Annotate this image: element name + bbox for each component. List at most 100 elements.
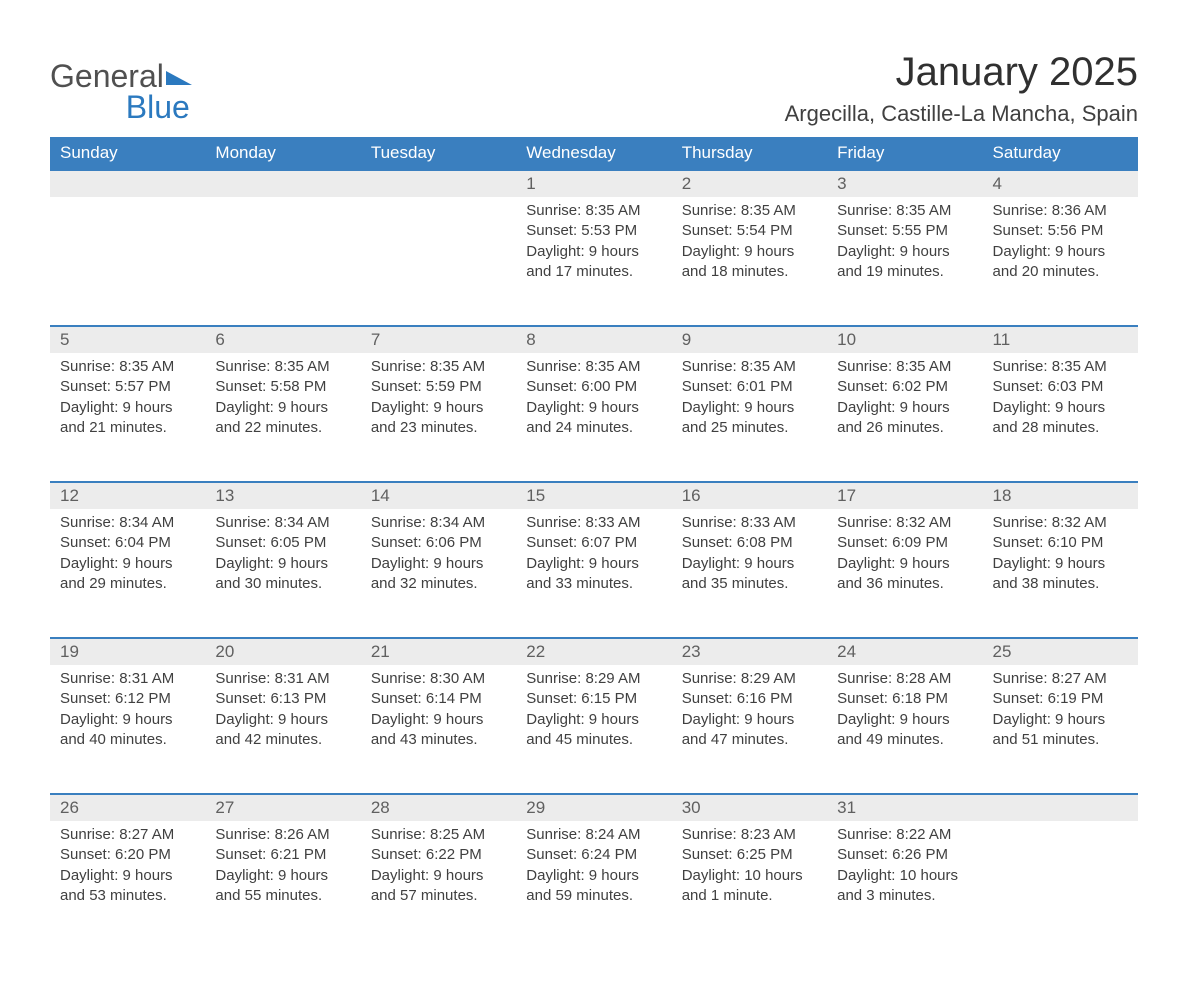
d1-line: Daylight: 9 hours — [526, 866, 661, 886]
d1-line: Daylight: 9 hours — [215, 710, 350, 730]
sunset-line: Sunset: 6:00 PM — [526, 377, 661, 397]
day-number: 22 — [516, 637, 671, 665]
sunrise-line: Sunrise: 8:29 AM — [682, 669, 817, 689]
sunrise-line: Sunrise: 8:23 AM — [682, 825, 817, 845]
sunrise-line: Sunrise: 8:33 AM — [682, 513, 817, 533]
day-cell — [361, 197, 516, 325]
d1-line: Daylight: 9 hours — [215, 554, 350, 574]
day-content: Sunrise: 8:35 AMSunset: 5:54 PMDaylight:… — [672, 197, 827, 294]
day-content: Sunrise: 8:35 AMSunset: 5:57 PMDaylight:… — [50, 353, 205, 450]
sunrise-line: Sunrise: 8:27 AM — [993, 669, 1128, 689]
sunset-line: Sunset: 6:18 PM — [837, 689, 972, 709]
d1-line: Daylight: 9 hours — [371, 866, 506, 886]
d2-line: and 43 minutes. — [371, 730, 506, 750]
d1-line: Daylight: 9 hours — [60, 398, 195, 418]
d1-line: Daylight: 9 hours — [993, 710, 1128, 730]
day-cell: Sunrise: 8:34 AMSunset: 6:04 PMDaylight:… — [50, 509, 205, 637]
sunrise-line: Sunrise: 8:35 AM — [682, 201, 817, 221]
d2-line: and 29 minutes. — [60, 574, 195, 594]
day-number: 6 — [205, 325, 360, 353]
sunset-line: Sunset: 6:19 PM — [993, 689, 1128, 709]
location-subtitle: Argecilla, Castille-La Mancha, Spain — [785, 101, 1138, 127]
d1-line: Daylight: 9 hours — [682, 398, 817, 418]
day-number-cell: 29 — [516, 793, 671, 821]
day-number — [983, 793, 1138, 821]
day-number-cell: 18 — [983, 481, 1138, 509]
day-number-cell: 9 — [672, 325, 827, 353]
day-number: 14 — [361, 481, 516, 509]
sunset-line: Sunset: 6:14 PM — [371, 689, 506, 709]
d2-line: and 3 minutes. — [837, 886, 972, 906]
day-cell — [50, 197, 205, 325]
day-number: 20 — [205, 637, 360, 665]
sunrise-line: Sunrise: 8:34 AM — [215, 513, 350, 533]
day-content: Sunrise: 8:35 AMSunset: 6:02 PMDaylight:… — [827, 353, 982, 450]
sunrise-line: Sunrise: 8:33 AM — [526, 513, 661, 533]
day-cell: Sunrise: 8:27 AMSunset: 6:19 PMDaylight:… — [983, 665, 1138, 793]
day-content: Sunrise: 8:36 AMSunset: 5:56 PMDaylight:… — [983, 197, 1138, 294]
sunrise-line: Sunrise: 8:24 AM — [526, 825, 661, 845]
week-daynum-row: 262728293031 — [50, 793, 1138, 821]
day-content: Sunrise: 8:22 AMSunset: 6:26 PMDaylight:… — [827, 821, 982, 918]
weekday-header: Wednesday — [516, 137, 671, 169]
weekday-header: Saturday — [983, 137, 1138, 169]
sunset-line: Sunset: 6:21 PM — [215, 845, 350, 865]
sunset-line: Sunset: 6:10 PM — [993, 533, 1128, 553]
day-content: Sunrise: 8:34 AMSunset: 6:05 PMDaylight:… — [205, 509, 360, 606]
day-number: 28 — [361, 793, 516, 821]
day-number: 19 — [50, 637, 205, 665]
d2-line: and 59 minutes. — [526, 886, 661, 906]
day-number: 30 — [672, 793, 827, 821]
day-cell: Sunrise: 8:23 AMSunset: 6:25 PMDaylight:… — [672, 821, 827, 949]
day-cell: Sunrise: 8:35 AMSunset: 5:54 PMDaylight:… — [672, 197, 827, 325]
day-number: 10 — [827, 325, 982, 353]
day-content: Sunrise: 8:35 AMSunset: 5:59 PMDaylight:… — [361, 353, 516, 450]
d1-line: Daylight: 10 hours — [682, 866, 817, 886]
logo: General Blue — [50, 50, 192, 126]
day-content: Sunrise: 8:25 AMSunset: 6:22 PMDaylight:… — [361, 821, 516, 918]
day-number: 26 — [50, 793, 205, 821]
calendar-table: Sunday Monday Tuesday Wednesday Thursday… — [50, 137, 1138, 949]
day-content: Sunrise: 8:35 AMSunset: 5:55 PMDaylight:… — [827, 197, 982, 294]
sunrise-line: Sunrise: 8:32 AM — [993, 513, 1128, 533]
day-number — [361, 169, 516, 197]
sunset-line: Sunset: 5:59 PM — [371, 377, 506, 397]
day-number — [50, 169, 205, 197]
day-number-cell: 30 — [672, 793, 827, 821]
day-number-cell: 22 — [516, 637, 671, 665]
sunrise-line: Sunrise: 8:35 AM — [526, 201, 661, 221]
day-number-cell: 2 — [672, 169, 827, 197]
sunrise-line: Sunrise: 8:25 AM — [371, 825, 506, 845]
sunrise-line: Sunrise: 8:30 AM — [371, 669, 506, 689]
day-cell: Sunrise: 8:33 AMSunset: 6:08 PMDaylight:… — [672, 509, 827, 637]
day-content: Sunrise: 8:35 AMSunset: 6:00 PMDaylight:… — [516, 353, 671, 450]
day-number: 17 — [827, 481, 982, 509]
day-cell: Sunrise: 8:29 AMSunset: 6:15 PMDaylight:… — [516, 665, 671, 793]
d2-line: and 21 minutes. — [60, 418, 195, 438]
day-number: 24 — [827, 637, 982, 665]
day-number: 2 — [672, 169, 827, 197]
sunrise-line: Sunrise: 8:27 AM — [60, 825, 195, 845]
week-content-row: Sunrise: 8:27 AMSunset: 6:20 PMDaylight:… — [50, 821, 1138, 949]
day-content: Sunrise: 8:23 AMSunset: 6:25 PMDaylight:… — [672, 821, 827, 918]
d2-line: and 19 minutes. — [837, 262, 972, 282]
d1-line: Daylight: 9 hours — [526, 554, 661, 574]
sunset-line: Sunset: 6:04 PM — [60, 533, 195, 553]
d2-line: and 20 minutes. — [993, 262, 1128, 282]
d2-line: and 22 minutes. — [215, 418, 350, 438]
sunrise-line: Sunrise: 8:35 AM — [371, 357, 506, 377]
sunset-line: Sunset: 5:53 PM — [526, 221, 661, 241]
day-cell — [205, 197, 360, 325]
sunset-line: Sunset: 5:54 PM — [682, 221, 817, 241]
sunset-line: Sunset: 6:13 PM — [215, 689, 350, 709]
day-cell: Sunrise: 8:34 AMSunset: 6:05 PMDaylight:… — [205, 509, 360, 637]
day-number: 5 — [50, 325, 205, 353]
day-content: Sunrise: 8:27 AMSunset: 6:20 PMDaylight:… — [50, 821, 205, 918]
day-cell: Sunrise: 8:29 AMSunset: 6:16 PMDaylight:… — [672, 665, 827, 793]
sunrise-line: Sunrise: 8:32 AM — [837, 513, 972, 533]
week-daynum-row: 567891011 — [50, 325, 1138, 353]
sunrise-line: Sunrise: 8:31 AM — [60, 669, 195, 689]
day-number-cell: 31 — [827, 793, 982, 821]
sunset-line: Sunset: 6:25 PM — [682, 845, 817, 865]
d2-line: and 30 minutes. — [215, 574, 350, 594]
